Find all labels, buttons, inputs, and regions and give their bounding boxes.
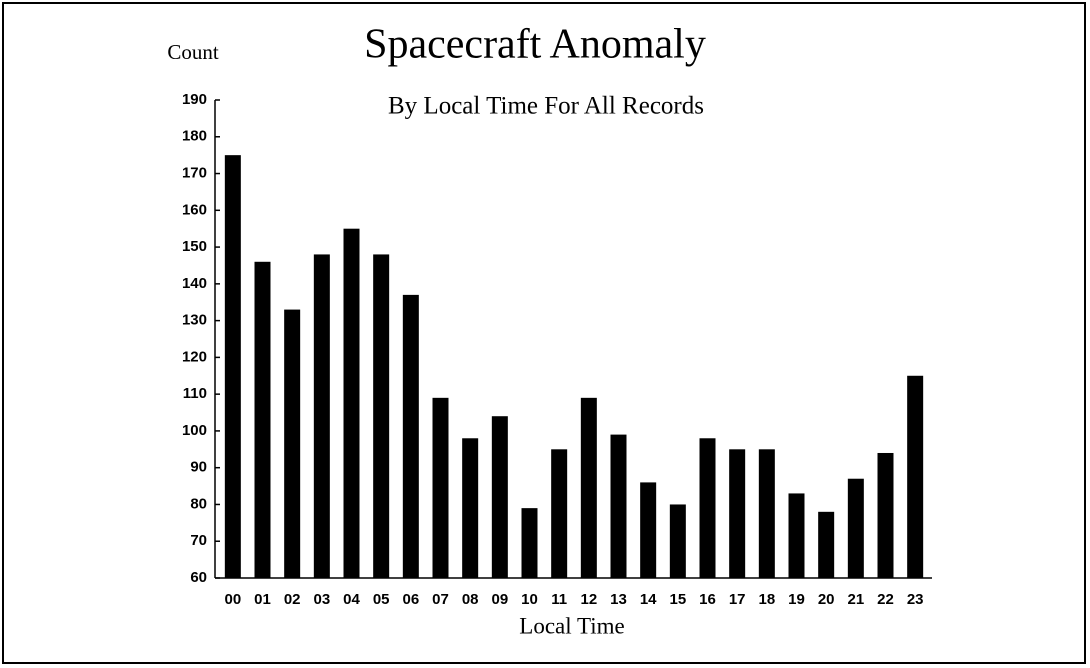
y-tick-label: 60 <box>190 569 207 586</box>
bar <box>877 452 894 578</box>
bar <box>373 254 390 578</box>
x-tick-label: 06 <box>402 591 419 608</box>
bar <box>491 416 508 578</box>
bar <box>640 482 657 578</box>
x-tick-label: 03 <box>313 591 330 608</box>
x-tick-label: 18 <box>758 591 775 608</box>
chart-title: Spacecraft Anomaly <box>364 22 706 68</box>
x-tick-label: 08 <box>462 591 479 608</box>
x-tick-label: 09 <box>491 591 508 608</box>
x-tick-label: 23 <box>907 591 924 608</box>
y-tick-label: 150 <box>182 238 207 255</box>
bar <box>669 504 686 578</box>
x-tick-label: 00 <box>224 591 241 608</box>
bar <box>788 493 805 578</box>
bar <box>462 438 479 578</box>
bar <box>313 254 330 578</box>
chart-subtitle: By Local Time For All Records <box>388 93 704 120</box>
bar <box>758 449 775 578</box>
bar <box>699 438 716 578</box>
x-tick-label: 19 <box>788 591 805 608</box>
bar <box>432 397 449 578</box>
y-tick-label: 190 <box>182 91 207 108</box>
x-tick-label: 15 <box>669 591 686 608</box>
x-tick-label: 05 <box>373 591 390 608</box>
y-tick-label: 140 <box>182 275 207 292</box>
bar <box>551 449 568 578</box>
x-tick-label: 20 <box>818 591 835 608</box>
x-axis-label: Local Time <box>519 613 624 638</box>
bar <box>580 397 597 578</box>
bar <box>402 294 419 578</box>
x-tick-label: 21 <box>847 591 864 608</box>
y-tick-label: 80 <box>190 495 207 512</box>
y-tick-label: 160 <box>182 201 207 218</box>
y-tick-label: 180 <box>182 128 207 145</box>
x-tick-label: 02 <box>284 591 301 608</box>
y-tick-label: 130 <box>182 312 207 329</box>
x-tick-label: 22 <box>877 591 894 608</box>
y-tick-label: 100 <box>182 422 207 439</box>
bar <box>729 449 746 578</box>
bar <box>343 228 360 578</box>
bar <box>610 434 627 578</box>
bar <box>254 261 271 578</box>
x-tick-label: 07 <box>432 591 449 608</box>
x-tick-label: 11 <box>551 591 567 608</box>
y-tick-label: 170 <box>182 165 207 182</box>
bar <box>847 478 864 578</box>
x-tick-label: 16 <box>699 591 716 608</box>
bar <box>818 511 835 578</box>
y-tick-label: 120 <box>182 348 207 365</box>
y-tick-label: 110 <box>183 385 207 402</box>
bar <box>907 375 924 578</box>
x-tick-label: 12 <box>580 591 597 608</box>
x-tick-label: 10 <box>521 591 538 608</box>
x-tick-label: 17 <box>729 591 746 608</box>
y-tick-label: 70 <box>190 532 207 549</box>
x-tick-label: 01 <box>254 591 271 608</box>
y-axis-label: Count <box>167 40 219 64</box>
x-tick-label: 14 <box>640 591 657 608</box>
bar <box>521 508 538 578</box>
x-tick-label: 04 <box>343 591 360 608</box>
x-tick-label: 13 <box>610 591 627 608</box>
y-tick-label: 90 <box>190 459 207 476</box>
bar <box>224 155 241 578</box>
bar <box>284 309 301 578</box>
